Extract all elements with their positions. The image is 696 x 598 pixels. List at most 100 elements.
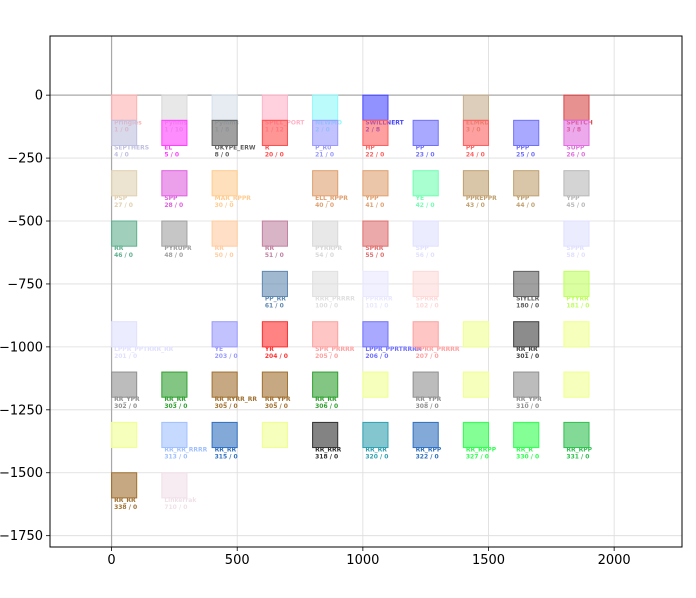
data-point-marker: [111, 119, 138, 146]
data-point-value: 203 / 0: [215, 353, 238, 360]
data-point-value: 40 / 0: [315, 202, 334, 209]
data-point-value: 56 / 0: [416, 252, 435, 259]
data-point-value: 308 / 0: [416, 403, 439, 410]
data-marks: Pringles1 / 0Pynnis1 / 10Pymms1 / 8SPILL…: [111, 94, 593, 511]
data-point-value: 45 / 0: [566, 202, 585, 209]
data-point-marker: [462, 371, 490, 398]
data-point-label: PPREPPR: [466, 195, 497, 202]
data-point-label: RR_RR: [164, 396, 186, 403]
data-point-label: R: [265, 145, 270, 152]
data-point-value: 61 / 0: [265, 303, 284, 310]
data-point-label: RR_RPP: [416, 447, 442, 454]
data-point-label: RR_RRR: [315, 447, 341, 454]
data-point-marker: [161, 472, 188, 499]
data-point-label: RR_RYRR_RR: [215, 396, 258, 403]
y-tick-label: 0: [35, 89, 43, 104]
data-point-marker: [261, 321, 288, 348]
data-point-label: RR_RR: [516, 346, 538, 353]
data-point-marker: [211, 170, 238, 197]
data-point-marker: [563, 321, 590, 348]
data-point-label: RR_RR: [215, 447, 237, 454]
data-point-value: 48 / 0: [164, 252, 183, 259]
y-tick-label: −750: [7, 277, 43, 292]
data-point-value: 21 / 0: [315, 152, 334, 159]
data-point-label: PP_RR: [265, 296, 286, 303]
data-point-marker: [412, 371, 439, 398]
data-point-marker: [462, 119, 490, 146]
data-point-marker: [462, 94, 490, 121]
data-point-label: RR_RR: [114, 497, 136, 504]
data-point-label: PPRRRR: [365, 296, 393, 303]
data-point-marker: [211, 321, 238, 348]
data-point-value: 41 / 0: [365, 202, 384, 209]
data-point-label: RR_YPR: [114, 396, 140, 403]
data-point-value: 331 / 0: [566, 454, 589, 461]
data-point-label: Linkerrak: [164, 497, 197, 504]
data-point-label: LPPR_PPRTRRRR: [365, 346, 421, 353]
data-point-marker: [211, 119, 238, 146]
data-point-marker: [312, 421, 339, 449]
data-point-marker: [312, 371, 339, 398]
data-point-value: 315 / 0: [215, 454, 238, 461]
data-point-value: 22 / 0: [365, 152, 384, 159]
data-point-marker: [211, 94, 238, 121]
data-point-marker: [513, 270, 540, 298]
data-point-label: SPRR: [365, 245, 383, 252]
data-point-value: 102 / 0: [416, 303, 439, 310]
data-point-marker: [111, 94, 138, 121]
data-point-marker: [161, 371, 188, 398]
data-point-value: 204 / 0: [265, 353, 288, 360]
data-point-value: 25 / 0: [516, 152, 535, 159]
data-point-value: 205 / 0: [315, 353, 338, 360]
data-point-label: OKYPE_ERW: [215, 145, 256, 152]
data-point-marker: [362, 220, 389, 247]
data-point-value: 318 / 0: [315, 454, 338, 461]
data-point-label: PYRUPR: [164, 245, 192, 252]
data-point-label: RR: [265, 245, 275, 252]
y-tick-label: −1750: [0, 529, 43, 544]
data-point-marker: [261, 421, 288, 449]
data-point-marker: [563, 119, 590, 146]
data-point-label: P_R0: [315, 145, 331, 152]
data-point-marker: [563, 371, 590, 398]
data-point-value: 43 / 0: [466, 202, 485, 209]
data-point-marker: [111, 371, 138, 398]
data-point-label: LPPR_PPTRRR_RR: [114, 346, 174, 353]
data-point-label: SPPR: [566, 245, 584, 252]
data-point-label: PYYRR: [566, 296, 589, 303]
data-point-value: 338 / 0: [114, 504, 137, 511]
data-point-label: YPP: [515, 195, 530, 202]
data-point-value: 180 / 0: [516, 303, 539, 310]
data-point-label: SPRRR: [416, 296, 439, 303]
data-point-marker: [161, 94, 188, 121]
data-point-value: 310 / 0: [516, 403, 539, 410]
data-point-label: PP: [466, 145, 475, 152]
data-point-label: YE: [214, 346, 223, 353]
data-point-label: YR: [264, 346, 274, 353]
data-point-marker: [111, 220, 138, 247]
data-point-label: RRR_PRRRR: [315, 296, 355, 303]
data-point-value: 710 / 0: [164, 504, 187, 511]
data-point-label: RR_YPR: [416, 396, 442, 403]
x-tick-label: 1000: [346, 553, 379, 568]
data-point-marker: [312, 94, 339, 121]
data-point-marker: [513, 321, 540, 348]
data-point-value: 26 / 0: [566, 152, 585, 159]
data-point-marker: [412, 220, 439, 247]
data-point-marker: [312, 270, 339, 298]
data-point-marker: [412, 321, 439, 348]
data-point-marker: [362, 94, 389, 121]
data-point-value: 327 / 0: [466, 454, 489, 461]
data-point-value: 206 / 0: [365, 353, 388, 360]
data-point-value: 27 / 0: [114, 202, 133, 209]
data-point-marker: [362, 371, 389, 398]
data-point-marker: [261, 220, 288, 247]
data-point-marker: [161, 119, 188, 146]
data-point-value: 322 / 0: [416, 454, 439, 461]
data-point-label: YPP: [565, 195, 580, 202]
data-point-marker: [513, 371, 540, 398]
data-point-value: 50 / 0: [215, 252, 234, 259]
data-point-marker: [412, 421, 439, 449]
data-point-marker: [563, 421, 590, 449]
